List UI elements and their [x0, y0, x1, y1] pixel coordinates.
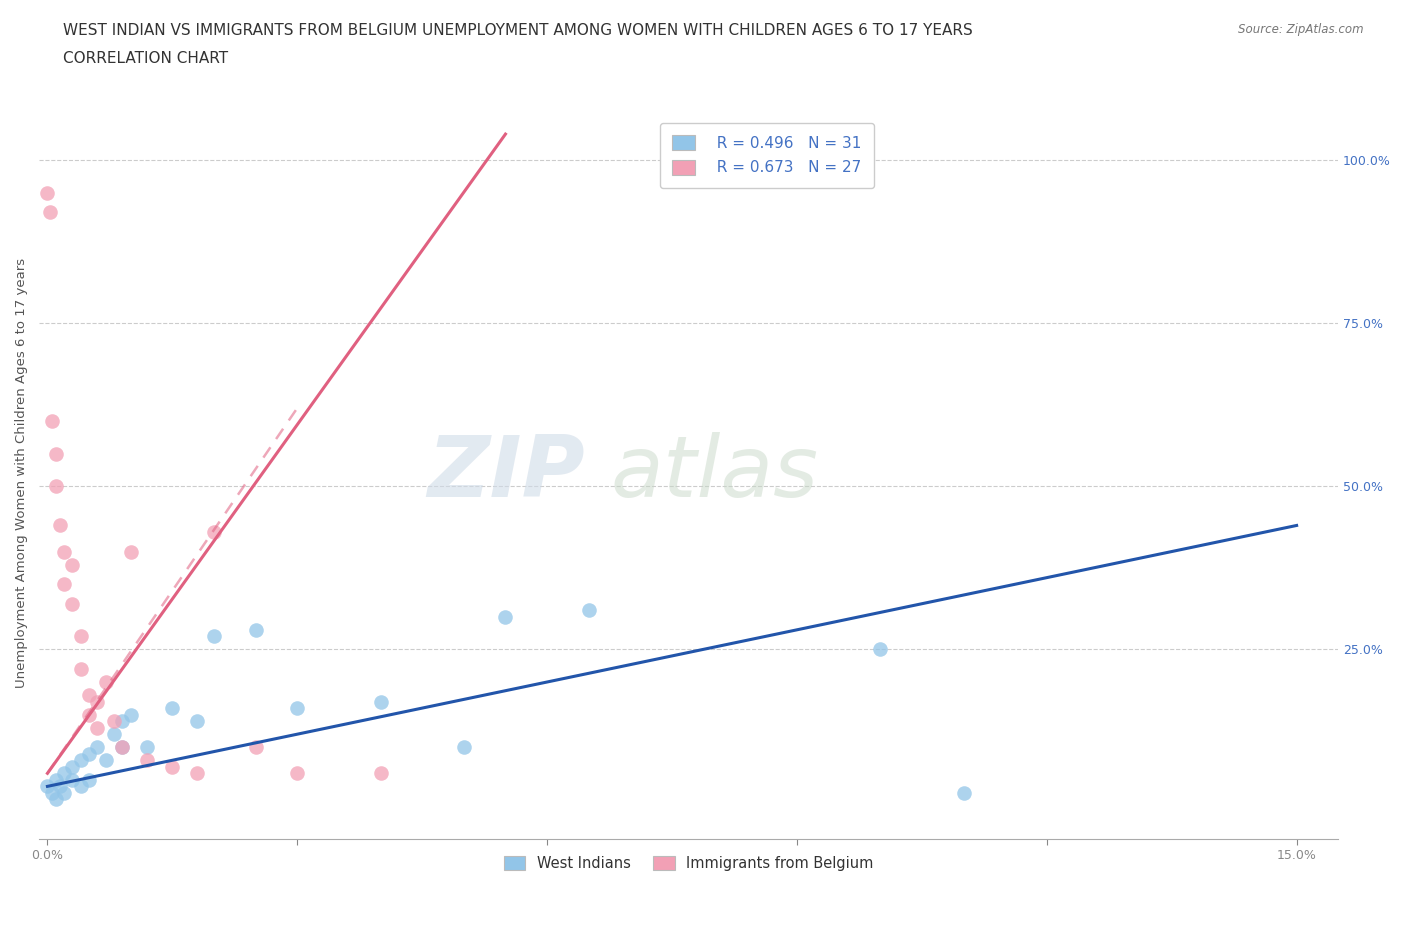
Point	[202, 629, 225, 644]
Point	[53, 766, 76, 781]
Point	[62, 760, 84, 775]
Point	[94, 752, 117, 767]
Point	[245, 739, 267, 754]
Point	[370, 694, 392, 709]
Point	[62, 596, 84, 611]
Point	[49, 779, 72, 794]
Point	[69, 629, 91, 644]
Text: CORRELATION CHART: CORRELATION CHART	[63, 51, 228, 66]
Point	[952, 786, 974, 801]
Point	[453, 739, 475, 754]
Point	[37, 779, 59, 794]
Point	[495, 609, 517, 624]
Point	[285, 766, 308, 781]
Point	[103, 726, 125, 741]
Point	[69, 752, 91, 767]
Point	[77, 687, 100, 702]
Point	[869, 642, 891, 657]
Point	[69, 779, 91, 794]
Point	[94, 674, 117, 689]
Point	[370, 766, 392, 781]
Point	[77, 707, 100, 722]
Point	[53, 786, 76, 801]
Point	[62, 557, 84, 572]
Point	[120, 544, 142, 559]
Point	[103, 713, 125, 728]
Point	[111, 713, 134, 728]
Point	[45, 479, 67, 494]
Text: WEST INDIAN VS IMMIGRANTS FROM BELGIUM UNEMPLOYMENT AMONG WOMEN WITH CHILDREN AG: WEST INDIAN VS IMMIGRANTS FROM BELGIUM U…	[63, 23, 973, 38]
Point	[578, 603, 600, 618]
Point	[136, 739, 159, 754]
Point	[186, 766, 208, 781]
Point	[86, 694, 108, 709]
Point	[49, 518, 72, 533]
Point	[41, 786, 63, 801]
Point	[69, 661, 91, 676]
Point	[186, 713, 208, 728]
Point	[77, 773, 100, 788]
Point	[120, 707, 142, 722]
Y-axis label: Unemployment Among Women with Children Ages 6 to 17 years: Unemployment Among Women with Children A…	[15, 259, 28, 688]
Point	[37, 185, 59, 200]
Point	[202, 525, 225, 539]
Point	[111, 739, 134, 754]
Point	[45, 792, 67, 807]
Text: ZIP: ZIP	[427, 432, 585, 515]
Point	[245, 622, 267, 637]
Point	[62, 773, 84, 788]
Point	[162, 700, 184, 715]
Point	[45, 773, 67, 788]
Point	[111, 739, 134, 754]
Text: atlas: atlas	[610, 432, 818, 515]
Point	[162, 760, 184, 775]
Point	[41, 414, 63, 429]
Point	[53, 577, 76, 591]
Point	[77, 746, 100, 761]
Point	[86, 720, 108, 735]
Legend: West Indians, Immigrants from Belgium: West Indians, Immigrants from Belgium	[496, 849, 882, 879]
Point	[53, 544, 76, 559]
Point	[45, 446, 67, 461]
Point	[136, 752, 159, 767]
Point	[86, 739, 108, 754]
Point	[39, 205, 62, 219]
Point	[285, 700, 308, 715]
Text: Source: ZipAtlas.com: Source: ZipAtlas.com	[1239, 23, 1364, 36]
